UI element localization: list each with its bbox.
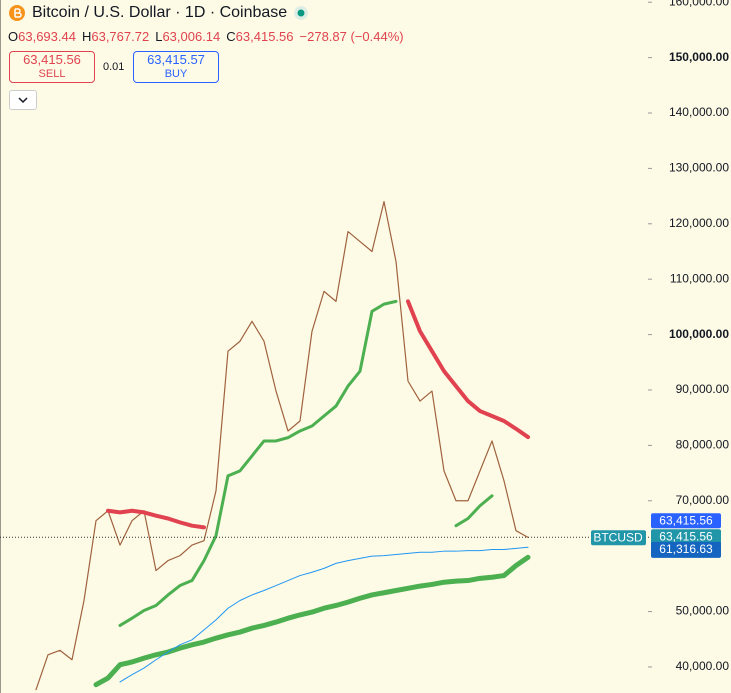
- series-line: [118, 299, 398, 627]
- indicator-badge: [651, 541, 721, 558]
- series-line: [454, 494, 494, 528]
- y-tick-label: 140,000.00: [669, 105, 729, 119]
- header: Bitcoin / U.S. Dollar · 1D · Coinbase: [8, 4, 309, 22]
- chevron: [18, 97, 28, 104]
- ohlc-key: C: [226, 29, 236, 44]
- ohlc-key: H: [81, 29, 92, 44]
- series-line: [93, 554, 531, 688]
- series-line: [406, 299, 530, 440]
- buy-button[interactable]: 63,415.57 BUY: [133, 51, 219, 83]
- ohlc-value: 63,767.72: [91, 29, 150, 44]
- series-line: [119, 546, 529, 683]
- y-tick-label: 50,000.00: [676, 604, 730, 618]
- y-tick-label: 150,000.00: [669, 50, 729, 64]
- buy-label: BUY: [164, 68, 188, 80]
- y-tick-label: 80,000.00: [676, 438, 730, 452]
- y-tick-label: 100,000.00: [669, 327, 729, 341]
- indicator-label: 61,316.63: [659, 542, 713, 556]
- price-badge: [651, 513, 721, 529]
- y-tick-label: 160,000.00: [669, 0, 729, 8]
- sell-button[interactable]: 63,415.56 SELL: [9, 51, 95, 83]
- symbol-label: BTCUSD: [593, 530, 643, 544]
- coin-icon: [9, 5, 25, 21]
- y-tick-label: 90,000.00: [676, 382, 730, 396]
- y-tick-label: 120,000.00: [669, 216, 729, 230]
- series-line: [35, 201, 529, 691]
- y-tick-label: 40,000.00: [676, 659, 730, 673]
- y-tick-label: 130,000.00: [669, 161, 729, 175]
- ohlc-row: O63,693.44 H63,767.72 L63,006.14 C63,415.56…: [8, 29, 410, 44]
- last-price-label: 63,415.56: [659, 529, 713, 543]
- price-label: 63,415.56: [659, 513, 713, 527]
- symbol-badge: [591, 530, 646, 546]
- sell-price: 63,415.56: [23, 52, 81, 67]
- ohlc-key: L: [155, 29, 163, 44]
- spread: 0.01: [103, 61, 125, 73]
- status-dot: [294, 6, 309, 20]
- ohlc-value: 63,415.56: [235, 29, 294, 44]
- ohlc-key: O: [8, 29, 19, 44]
- symbol-title: Bitcoin / U.S. Dollar · 1D · Coinbase: [32, 4, 288, 21]
- ohlc-value: 63,006.14: [162, 29, 221, 44]
- collapse-button[interactable]: [9, 90, 37, 110]
- series-line: [106, 508, 206, 530]
- y-tick-label: 110,000.00: [670, 271, 729, 285]
- y-tick-label: 70,000.00: [676, 493, 730, 507]
- sell-label: SELL: [38, 68, 66, 80]
- price-change: −278.87 (−0.44%): [299, 29, 404, 44]
- buy-price: 63,415.57: [147, 52, 205, 67]
- ohlc-value: 63,693.44: [18, 29, 76, 44]
